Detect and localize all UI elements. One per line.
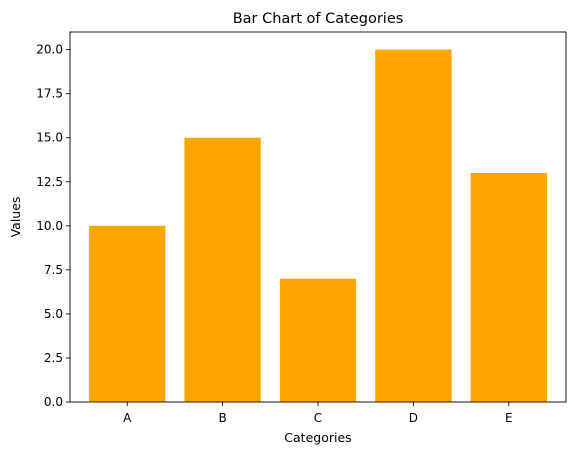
y-tick-label-7: 17.5 (36, 87, 63, 101)
chart-title: Bar Chart of Categories (233, 11, 404, 27)
bar-c (279, 278, 357, 402)
y-tick-label-1: 2.5 (44, 351, 63, 365)
bars-group (89, 49, 547, 403)
y-tick-label-6: 15.0 (36, 131, 63, 145)
bar-a (89, 225, 166, 402)
y-tick-label-0: 0.0 (44, 395, 63, 409)
y-tick-label-5: 12.5 (36, 175, 63, 189)
bar-e (470, 172, 547, 402)
x-tick-label-e: E (505, 411, 513, 425)
bar-b (184, 137, 261, 402)
y-tick-label-8: 20.0 (36, 43, 63, 57)
y-tick-label-2: 5.0 (44, 307, 63, 321)
axes-group: A B C D E 0.0 2.5 5.0 7.5 10.0 12.5 15.0 17.5 20.0 (36, 31, 567, 425)
x-tick-label-b: B (218, 411, 226, 425)
y-tick-label-3: 7.5 (44, 263, 63, 277)
bar-d (375, 49, 452, 403)
x-tick-label-a: A (123, 411, 132, 425)
y-tick-label-4: 10.0 (36, 219, 63, 233)
x-axis-label: Categories (284, 430, 351, 445)
y-axis-label: Values (8, 197, 23, 238)
x-tick-label-c: C (314, 411, 322, 425)
x-tick-label-d: D (409, 411, 418, 425)
